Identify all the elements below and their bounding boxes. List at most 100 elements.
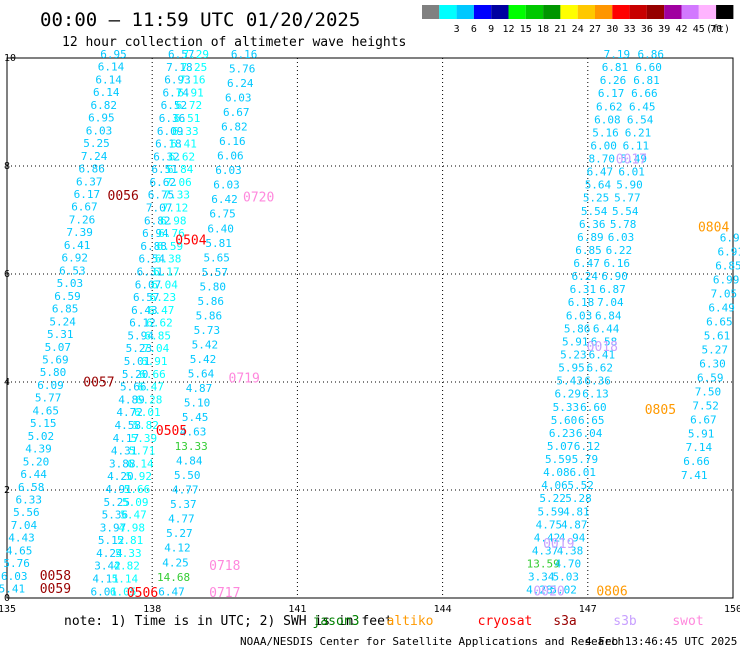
wave-height-reading: 4.06 [541,479,568,492]
wave-height-reading: 5.20 [23,455,50,468]
wave-height-reading: 4.87 [186,382,213,395]
x-tick-label: 135 [0,604,16,615]
wave-height-reading: 5.76 [229,63,256,76]
wave-height-reading: 5.42 [190,353,217,366]
wave-height-reading: 6.36 [584,375,611,388]
wave-height-reading: 5.12 [98,534,125,547]
wave-height-reading: 5.27 [166,527,193,540]
legend-tick-label: 33 [624,24,636,35]
wave-height-reading: 6.89 [577,231,604,244]
wave-height-reading: 6.67 [223,106,250,119]
wave-height-reading: 5.01 [124,355,151,368]
wave-height-reading: 6.33 [172,125,199,138]
wave-height-reading: 5.78 [610,218,637,231]
wave-height-reading: 4.77 [168,513,195,526]
wave-height-reading: 6.90 [720,232,740,245]
wave-height-reading: 6.62 [586,362,613,375]
wave-height-reading: 14.68 [157,571,190,584]
wave-height-reading: 4.25 [162,556,189,569]
satellite-legend-swot: swot [672,614,703,629]
wave-height-reading: 6.62 [150,176,177,189]
pass-label: 0020 [533,584,564,599]
pass-label: 0505 [156,424,187,439]
wave-height-reading: 5.73 [194,324,221,337]
wave-height-reading: 5.50 [174,469,201,482]
wave-height-reading: 5.95 [558,362,585,375]
legend-tick-label: 45 [693,24,705,35]
wave-height-reading: 6.95 [88,112,115,125]
wave-height-reading: 5.52 [567,479,594,492]
wave-height-reading: 5.36 [102,509,129,522]
pass-label: 0018 [587,340,618,355]
wave-height-reading: 7.29 [183,48,210,61]
wave-height-reading: 6.85 [715,260,740,273]
wave-height-reading: 6.24 [227,77,254,90]
legend-swatch [698,5,717,19]
wave-height-reading: 7.41 [681,469,708,482]
y-tick-label: 10 [4,53,16,64]
wave-height-reading: 6.58 [591,335,618,348]
wave-height-reading: 4.65 [6,544,33,557]
legend-swatch [456,5,474,19]
wave-height-reading: 7.25 [181,61,208,74]
wave-height-reading: 4.75 [536,518,563,531]
legend-swatch [595,5,613,19]
wave-height-reading: 5.02 [550,584,577,597]
footer-timestamp: 4 Feb 13:46:45 UTC 2025 [585,635,737,648]
wave-height-reading: 4.94 [559,531,586,544]
wave-height-reading: 6.47 [573,257,600,270]
wave-height-reading: 5.66 [124,483,151,496]
legend-swatch [473,5,492,19]
wave-height-reading: 5.41 [0,583,25,596]
wave-height-reading: 6.23 [150,291,177,304]
wave-height-reading: 13.33 [175,440,208,453]
wave-height-reading: 4.91 [105,483,132,496]
wave-height-reading: 5.27 [702,343,729,356]
wave-height-reading: 4.12 [164,542,191,555]
wave-height-reading: 5.66 [120,381,147,394]
wave-height-reading: 4.89 [118,393,145,406]
y-tick-label: 2 [4,485,10,496]
wave-height-reading: 4.38 [557,544,584,557]
legend-swatch [577,5,595,19]
wave-height-reading: 6.51 [174,112,201,125]
wave-height-reading: 6.62 [146,317,173,330]
x-tick-label: 150 [724,604,740,615]
legend-swatch [664,5,682,19]
wave-height-reading: 6.58 [18,481,45,494]
wave-height-reading: 6.03 [86,124,113,137]
legend-swatch [543,5,561,19]
wave-height-reading: 6.40 [207,222,234,235]
pass-label: 0506 [127,586,158,601]
wave-height-reading: 6.47 [148,304,175,317]
wave-height-reading: 6.17 [74,188,101,201]
wave-height-reading: 6.47 [587,166,614,179]
wave-height-reading: 6.49 [708,301,735,314]
wave-height-reading: 3.97 [100,521,127,534]
wave-height-reading: 4.84 [176,455,203,468]
wave-height-reading: 6.03 [213,179,240,192]
wave-height-reading: 5.76 [3,557,30,570]
wave-height-reading: 6.14 [98,61,125,74]
wave-height-reading: 6.84 [167,163,194,176]
track-t6: 5.025.034.704.384.944.874.815.285.526.01… [550,48,664,597]
wave-height-reading: 6.41 [64,239,91,252]
wave-height-reading: 6.13 [582,388,609,401]
wave-height-reading: 5.47 [120,509,147,522]
wave-height-reading: 7.52 [692,399,719,412]
wave-height-reading: 4.58 [115,419,142,432]
wave-height-reading: 6.04 [151,278,178,291]
wave-height-reading: 6.90 [601,270,628,283]
pass-label: 0058 [40,569,71,584]
wave-height-reading: 6.42 [211,193,238,206]
wave-height-reading: 6.26 [600,74,627,87]
legend-swatch [508,5,526,19]
wave-height-reading: 5.86 [198,295,225,308]
wave-height-reading: 3.34 [528,571,555,584]
wave-height-reading: 5.77 [614,192,641,205]
wave-height-reading: 7.05 [711,288,738,301]
wave-height-reading: 5.23 [126,342,153,355]
wave-height-reading: 5.77 [35,392,62,405]
